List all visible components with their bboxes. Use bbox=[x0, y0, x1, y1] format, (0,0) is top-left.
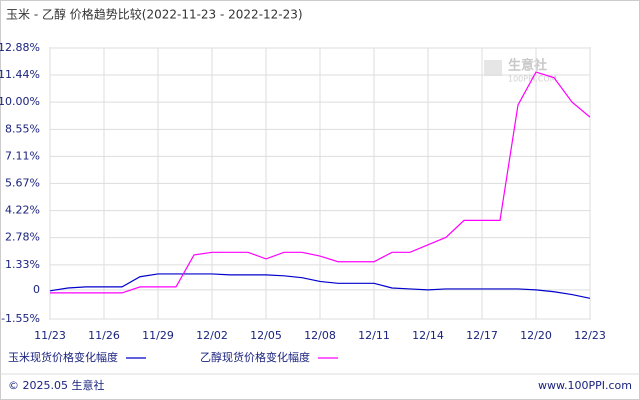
footer-right: www.100PPI.com bbox=[538, 379, 632, 392]
series-line bbox=[50, 71, 591, 294]
y-tick-label: 7.11% bbox=[5, 149, 40, 162]
x-tick-label: 12/20 bbox=[520, 329, 552, 342]
x-tick-label: 12/14 bbox=[412, 329, 444, 342]
x-tick-label: 11/23 bbox=[34, 329, 66, 342]
y-tick-label: 10.00% bbox=[0, 95, 40, 108]
legend-label: 乙醇现货价格变化幅度 bbox=[200, 350, 310, 364]
x-tick-label: 12/08 bbox=[304, 329, 336, 342]
watermark-text: 生意社 bbox=[508, 58, 547, 74]
y-tick-label: 11.44% bbox=[0, 68, 40, 81]
y-tick-label: -1.55% bbox=[1, 312, 40, 325]
y-tick-label: 1.33% bbox=[5, 258, 40, 271]
y-tick-label: 12.88% bbox=[0, 41, 40, 54]
chart-title: 玉米 - 乙醇 价格趋势比较(2022-11-23 - 2022-12-23) bbox=[6, 7, 303, 22]
x-tick-label: 11/26 bbox=[88, 329, 120, 342]
x-tick-label: 11/29 bbox=[142, 329, 174, 342]
legend-label: 玉米现货价格变化幅度 bbox=[8, 350, 118, 364]
y-tick-label: 5.67% bbox=[5, 176, 40, 189]
x-tick-label: 12/17 bbox=[466, 329, 498, 342]
x-tick-label: 12/23 bbox=[574, 329, 606, 342]
y-tick-label: 4.22% bbox=[5, 204, 40, 217]
y-tick-label: 0 bbox=[33, 283, 40, 296]
x-tick-label: 12/05 bbox=[250, 329, 282, 342]
y-tick-label: 2.78% bbox=[5, 231, 40, 244]
watermark-logo bbox=[484, 60, 502, 76]
x-tick-label: 12/02 bbox=[196, 329, 228, 342]
footer-left: © 2025.05 生意社 bbox=[8, 378, 104, 392]
x-tick-label: 12/11 bbox=[358, 329, 390, 342]
y-tick-label: 8.55% bbox=[5, 122, 40, 135]
series-line bbox=[49, 273, 591, 299]
